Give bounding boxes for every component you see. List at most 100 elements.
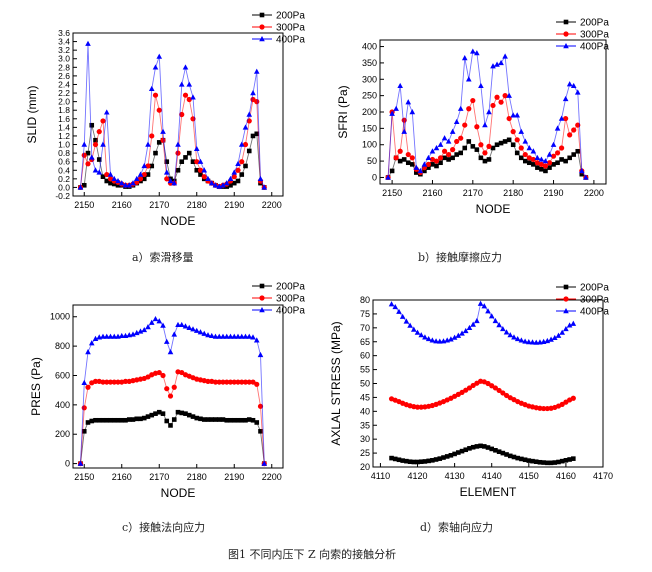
data-point [160,137,166,143]
data-point [231,333,238,339]
data-point [559,329,565,335]
y-tick-label: 2.0 [58,97,70,107]
data-point [100,141,106,147]
data-point [441,135,448,141]
plot-frame [72,32,284,197]
data-point [201,417,207,422]
data-point [445,138,452,144]
data-point [458,135,464,141]
data-point [430,162,435,167]
data-point [452,451,457,457]
data-point [405,160,411,166]
data-point [558,115,565,121]
data-point [156,369,162,376]
y-tick-label: 3.0 [58,54,70,64]
series-400Pa: 400Pa [77,35,305,190]
data-point [238,333,245,339]
data-point [179,159,185,164]
legend-marker [563,284,569,290]
data-point [107,171,114,177]
data-point [205,417,211,422]
legend-label: 200Pa [580,283,609,294]
data-point [481,303,488,309]
data-point [107,333,114,339]
x-tick-label: 4150 [519,471,539,481]
data-point [510,129,516,135]
data-point [223,180,230,186]
data-point [246,379,252,385]
data-point [422,459,428,464]
data-point [571,127,577,133]
y-tick-label: 50 [367,156,377,166]
data-point [407,322,413,328]
data-point [496,322,502,328]
data-point [526,145,533,151]
data-point [547,165,552,170]
y-tick-label: 75 [360,309,370,319]
data-point [205,378,211,384]
data-point [551,334,558,341]
legend-label: 300Pa [580,30,609,41]
data-point [81,152,87,158]
data-point [446,157,451,162]
data-point [514,335,521,342]
data-point [457,105,464,111]
data-point [130,331,136,337]
data-point [148,319,155,325]
data-point [522,338,528,344]
legend-label: 300Pa [580,295,609,306]
data-point [463,447,469,453]
data-point [404,458,409,464]
data-point [190,94,196,100]
data-point [417,167,424,174]
data-point [194,415,200,421]
data-point [500,450,506,456]
data-point [393,105,399,111]
y-tick-label: 150 [362,123,377,133]
data-point [470,444,476,450]
y-tick-label: 30 [360,434,370,444]
data-point [178,81,185,87]
data-point [575,148,581,154]
data-point [570,82,577,89]
data-point [496,449,502,454]
data-point [96,417,102,423]
data-point [115,379,121,385]
data-point [145,324,151,330]
data-point [570,395,576,401]
data-point [149,412,155,418]
data-point [130,180,136,186]
data-point [409,155,415,161]
data-point [494,61,500,67]
data-point [486,109,492,115]
data-point [126,182,133,188]
data-point [201,330,208,336]
data-point [567,132,573,138]
caption-c: c）接触法向应力 [122,521,206,534]
data-point [77,184,84,190]
data-point [571,456,576,461]
data-point [541,405,547,412]
x-tick-label: 2160 [112,472,132,482]
data-point [550,141,557,147]
data-point [93,137,98,143]
data-point [418,459,424,465]
data-point [418,332,425,338]
data-point [201,174,207,180]
data-point [470,321,476,327]
data-point [529,339,536,345]
data-point [231,417,237,423]
data-point [542,158,549,164]
data-point [239,159,245,165]
data-point [401,157,407,162]
data-point [93,417,98,423]
data-point [100,379,106,385]
x-axis-label: ELEMENT [460,485,517,499]
data-point [258,428,263,434]
data-point [167,348,174,355]
data-point [242,379,249,385]
data-point [104,171,110,178]
data-point [522,158,528,164]
series-300Pa: 300Pa [77,294,305,467]
